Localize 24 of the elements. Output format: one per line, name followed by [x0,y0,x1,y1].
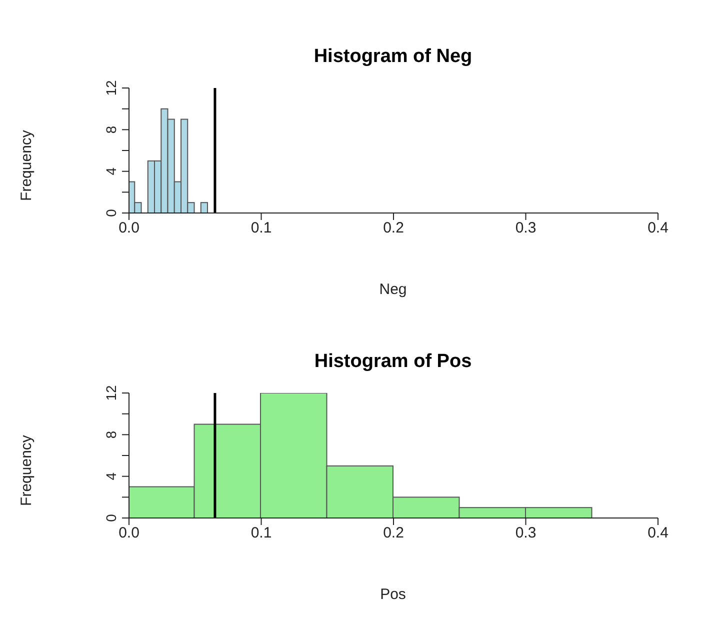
x-tick-label: 0.3 [515,524,536,542]
x-tick-label: 0.2 [383,220,404,237]
y-tick-label: 12 [103,385,119,401]
y-tick-label: 8 [103,126,119,134]
x-tick-label: 0.4 [648,220,668,237]
y-tick-label: 8 [103,430,119,439]
x-axis-title: Neg [378,281,408,298]
x-tick-label: 0.3 [515,220,536,237]
y-axis-title: Frequency [18,435,34,506]
x-tick-label: 0.0 [118,524,140,542]
chart-title: Histogram of Neg [312,46,474,68]
x-tick-label: 0.1 [250,524,272,542]
y-tick-label: 12 [103,80,119,96]
y-axis-title: Frequency [18,130,34,201]
x-axis-title: Pos [379,586,407,603]
x-tick-label: 0.0 [118,220,140,237]
x-tick-label: 0.1 [250,220,272,237]
y-tick-label: 0 [103,208,119,217]
x-tick-label: 0.4 [648,524,668,542]
y-tick-label: 0 [103,514,119,522]
chart-title: Histogram of Pos [313,351,473,373]
y-tick-label: 4 [103,167,119,176]
x-tick-label: 0.2 [383,524,404,542]
y-tick-label: 4 [103,472,119,480]
